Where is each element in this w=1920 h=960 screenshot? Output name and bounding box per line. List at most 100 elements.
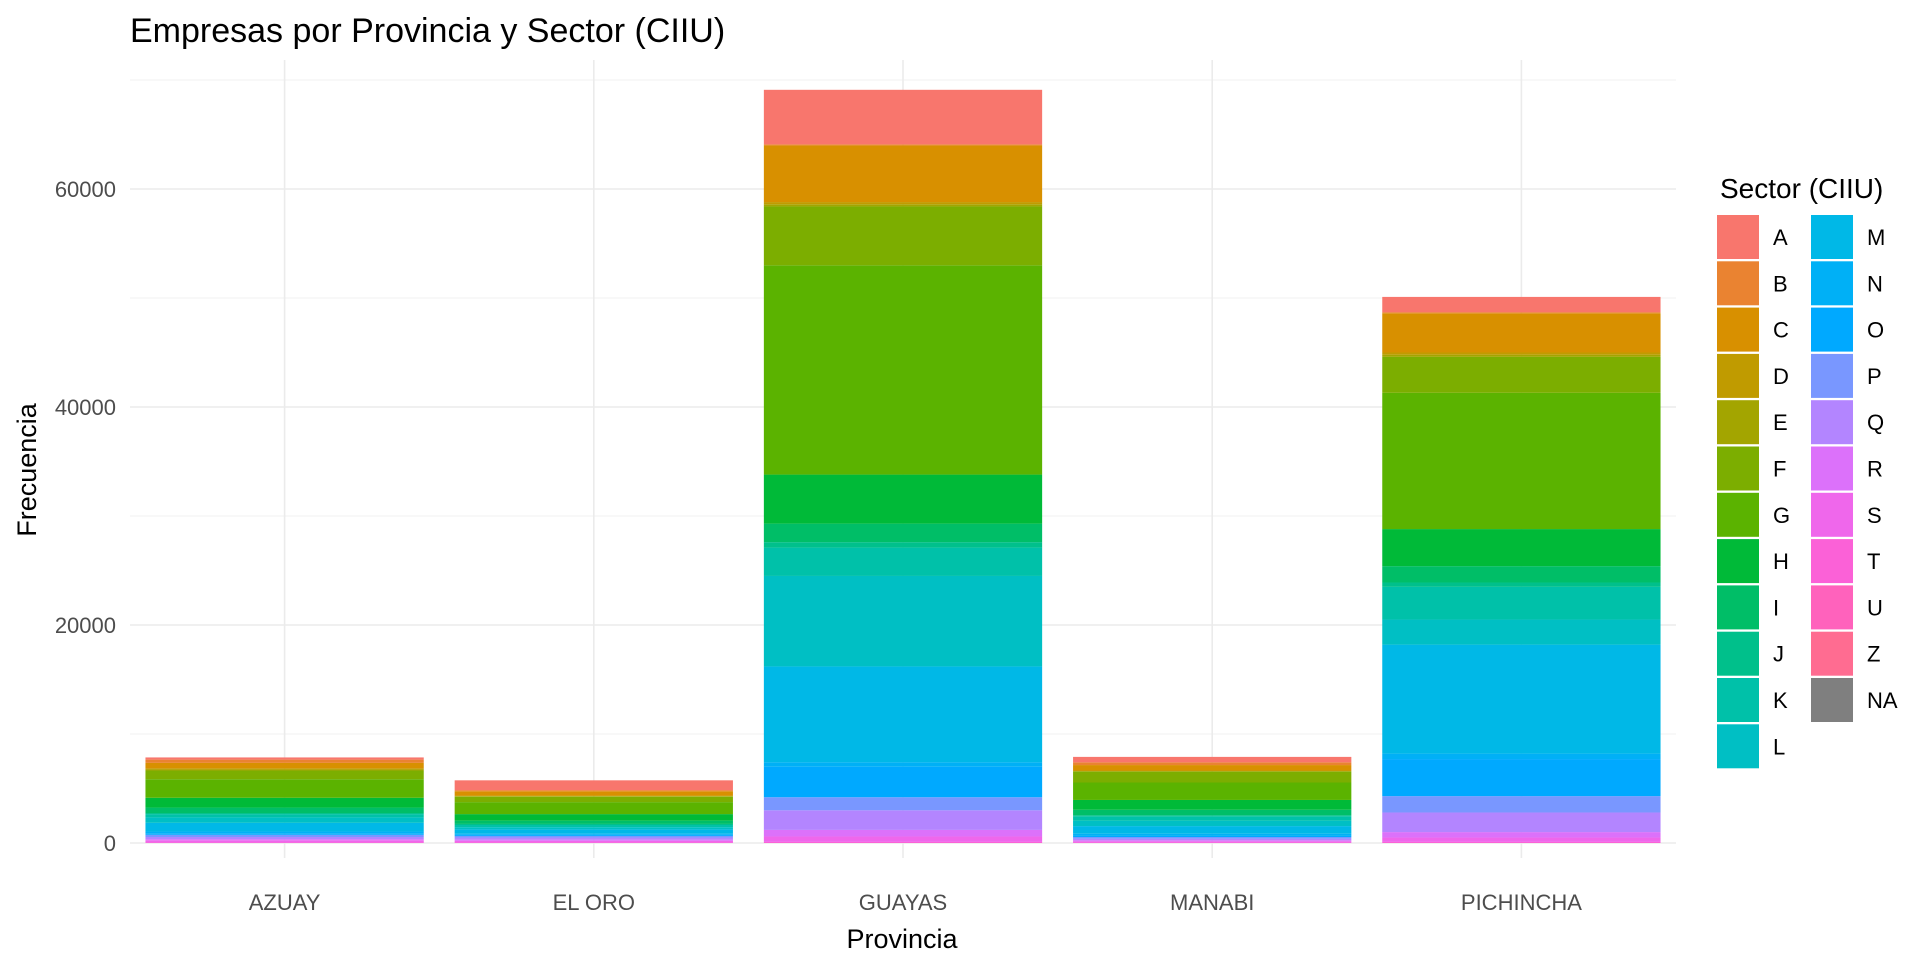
bar-segment [1073, 837, 1352, 839]
bar-segment [454, 780, 733, 791]
bar-segment [145, 822, 424, 832]
y-axis-title: Frecuencia [12, 402, 42, 537]
bar-segment [1073, 782, 1352, 800]
legend-label: M [1867, 225, 1885, 250]
bar-segment [145, 817, 424, 823]
bar-segment [1382, 313, 1661, 353]
bar-segment [1073, 756, 1352, 763]
bar-segment [1073, 841, 1352, 843]
legend-label: NA [1867, 688, 1898, 713]
bar-segment [763, 145, 1043, 203]
bar-segment [454, 840, 733, 843]
bar-segment [1073, 799, 1352, 810]
bar-segment [454, 802, 733, 815]
bar-segment [454, 796, 733, 797]
bar-segment [454, 829, 733, 834]
bar-segment [1382, 566, 1661, 583]
legend-label: F [1773, 457, 1786, 482]
legend-label: O [1867, 318, 1884, 343]
bar-segment [454, 791, 733, 796]
bar-segment [145, 762, 424, 769]
bar-segment [763, 89, 1043, 145]
bar-segment [763, 523, 1043, 543]
x-tick-label: EL ORO [553, 890, 635, 915]
bar-segment [1382, 841, 1661, 843]
bar-segment [763, 542, 1043, 548]
bar-segment [763, 841, 1043, 843]
legend-key [1717, 307, 1759, 352]
legend-key [1811, 446, 1853, 491]
bar-segment [454, 825, 733, 828]
bar-segment [763, 206, 1043, 266]
bar-segment [1382, 354, 1661, 357]
bar-segment [1382, 644, 1661, 754]
bar-segment [1073, 770, 1352, 772]
legend-key [1717, 215, 1759, 259]
bar-segment [763, 265, 1043, 475]
legend-key [1811, 492, 1853, 537]
bar-segment [763, 762, 1043, 767]
bar-segment [1073, 765, 1352, 771]
bar-segment [454, 820, 733, 824]
chart-title: Empresas por Provincia y Sector (CIIU) [130, 12, 725, 50]
bar-segment [763, 810, 1043, 830]
legend-label: C [1773, 318, 1789, 343]
legend-label: Z [1867, 642, 1880, 667]
legend-key [1717, 492, 1759, 537]
bar-segment [1382, 586, 1661, 620]
bar-segment [145, 842, 424, 843]
bar-segment [763, 547, 1043, 576]
bar-segment [454, 814, 733, 821]
y-tick-label: 20000 [55, 613, 116, 638]
legend-key [1717, 585, 1759, 630]
bar-segment [763, 829, 1043, 837]
bar-segment [1382, 582, 1661, 587]
x-tick-label: PICHINCHA [1461, 890, 1582, 915]
legend-key [1811, 261, 1853, 306]
bar-segment [1073, 833, 1352, 836]
bar-segment [1382, 812, 1661, 833]
bar-segment [1382, 796, 1661, 813]
y-axis-ticks: 0 20000 40000 60000 [55, 177, 116, 856]
bar-segment [1073, 816, 1352, 821]
bar-segment [1382, 753, 1661, 760]
legend-key [1811, 307, 1853, 352]
bar-segment [145, 768, 424, 770]
bar-segment [763, 474, 1043, 524]
legend-key [1717, 724, 1759, 769]
legend-label: J [1773, 642, 1784, 667]
bar-segment [454, 837, 733, 840]
bar-segment [145, 840, 424, 843]
legend-label: T [1867, 549, 1880, 574]
legend-label: R [1867, 457, 1883, 482]
legend-key [1811, 215, 1853, 259]
y-tick-label: 60000 [55, 177, 116, 202]
legend-label: H [1773, 549, 1789, 574]
y-tick-label: 0 [104, 831, 116, 856]
bar-segment [454, 842, 733, 843]
bar-segment [145, 814, 424, 818]
bar-segment [454, 835, 733, 838]
legend-key [1717, 400, 1759, 445]
legend-key [1717, 446, 1759, 491]
legend-label: G [1773, 503, 1790, 528]
bar-segment [763, 766, 1043, 798]
bar-segment [1073, 771, 1352, 772]
bars [145, 89, 1661, 843]
x-tick-label: GUAYAS [859, 890, 947, 915]
bar-segment [1073, 771, 1352, 783]
bar-segment [145, 797, 424, 808]
bar-segment [1073, 815, 1352, 817]
legend-key [1717, 678, 1759, 722]
bar-segment [763, 575, 1043, 667]
bar-segment [1382, 352, 1661, 355]
x-tick-label: MANABI [1170, 890, 1254, 915]
legend-key [1811, 539, 1853, 584]
bar-segment [454, 795, 733, 797]
bar-segment [763, 144, 1043, 146]
y-tick-label: 40000 [55, 395, 116, 420]
bar-segment [145, 837, 424, 840]
bar-segment [763, 666, 1043, 763]
legend-title: Sector (CIIU) [1720, 173, 1883, 204]
